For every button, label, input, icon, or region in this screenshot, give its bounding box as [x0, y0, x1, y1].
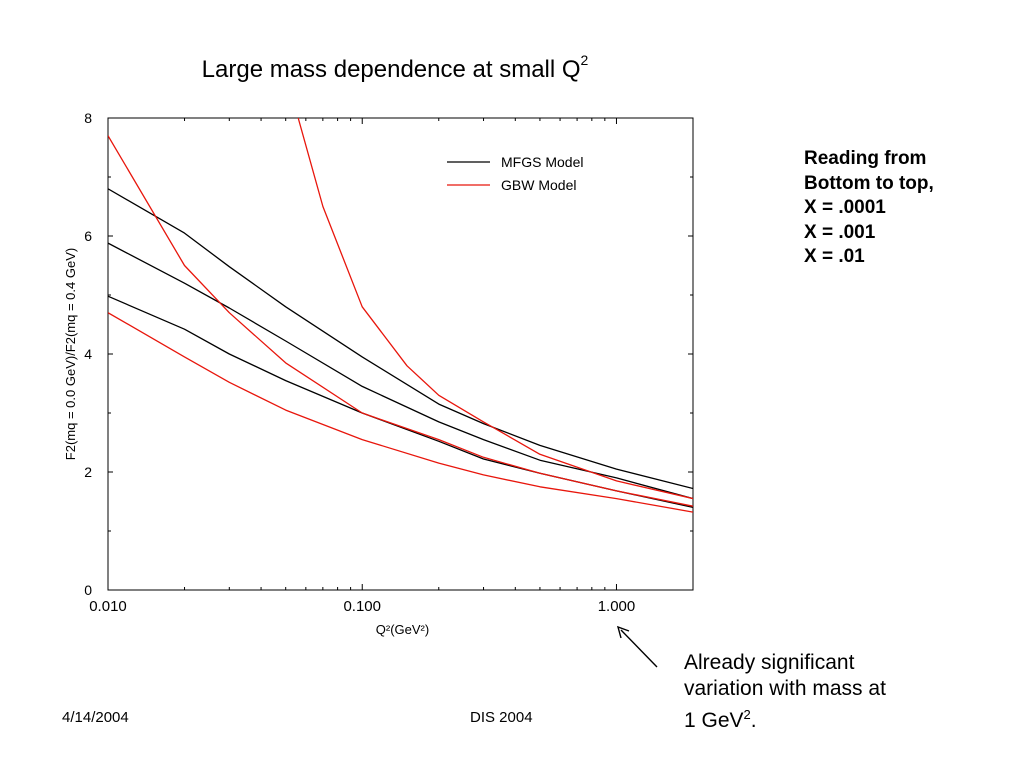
- y-tick-label: 8: [84, 110, 92, 126]
- annotation-arrow-head: [616, 625, 630, 639]
- note-line: Reading from: [804, 148, 927, 169]
- x-tick-label: 0.010: [89, 598, 127, 615]
- footer-date: 4/14/2004: [62, 709, 129, 726]
- note-line: X = .001: [804, 221, 876, 243]
- reading-notes: Reading from Bottom to top, X = .0001 X …: [804, 147, 934, 270]
- x-tick-label: 1.000: [598, 598, 636, 615]
- note-line: X = .01: [804, 246, 865, 267]
- annotation-arrow-shaft: [620, 629, 658, 668]
- y-tick-label: 6: [84, 228, 92, 244]
- y-tick-label: 4: [84, 346, 92, 362]
- legend-label: MFGS Model: [501, 154, 583, 170]
- gbw-curve: [297, 118, 693, 500]
- plot-frame: [107, 117, 694, 591]
- mfgs-curve: [108, 242, 693, 500]
- annotation-superscript: 2: [743, 707, 751, 722]
- annotation-line-1: Already significant: [684, 651, 855, 674]
- plot-layer: 0 2 4 6 8 0.010 0.100 1.000 Q²(GeV²) F2(mq = 0.0 …: [63, 110, 694, 668]
- slide-title-text: Large mass dependence at small Q: [201, 56, 581, 83]
- gbw-curve: [108, 312, 693, 513]
- y-tick-label: 2: [84, 464, 92, 480]
- gbw-curve: [108, 135, 693, 507]
- y-tick-label: 0: [84, 582, 92, 598]
- annotation-line-3: 1 GeV2.: [684, 702, 886, 734]
- slide-title-superscript: 2: [580, 52, 589, 68]
- annotation-period: .: [750, 709, 757, 732]
- note-line: Bottom to top,: [804, 172, 934, 194]
- slide-title: Large mass dependence at small Q2: [0, 52, 790, 84]
- annotation-line-3-text: 1 GeV: [684, 709, 744, 732]
- annotation: Already significant variation with mass …: [684, 650, 886, 734]
- footer-conference: DIS 2004: [470, 709, 533, 726]
- note-line: X = .0001: [804, 197, 886, 218]
- x-tick-label: 0.100: [343, 598, 381, 615]
- x-axis-label: Q²(GeV²): [376, 622, 429, 637]
- legend-label: GBW Model: [501, 177, 576, 193]
- annotation-line-2: variation with mass at: [684, 677, 886, 700]
- mfgs-curve: [108, 188, 693, 490]
- y-axis-label: F2(mq = 0.0 GeV)/F2(mq = 0.4 GeV): [63, 248, 78, 460]
